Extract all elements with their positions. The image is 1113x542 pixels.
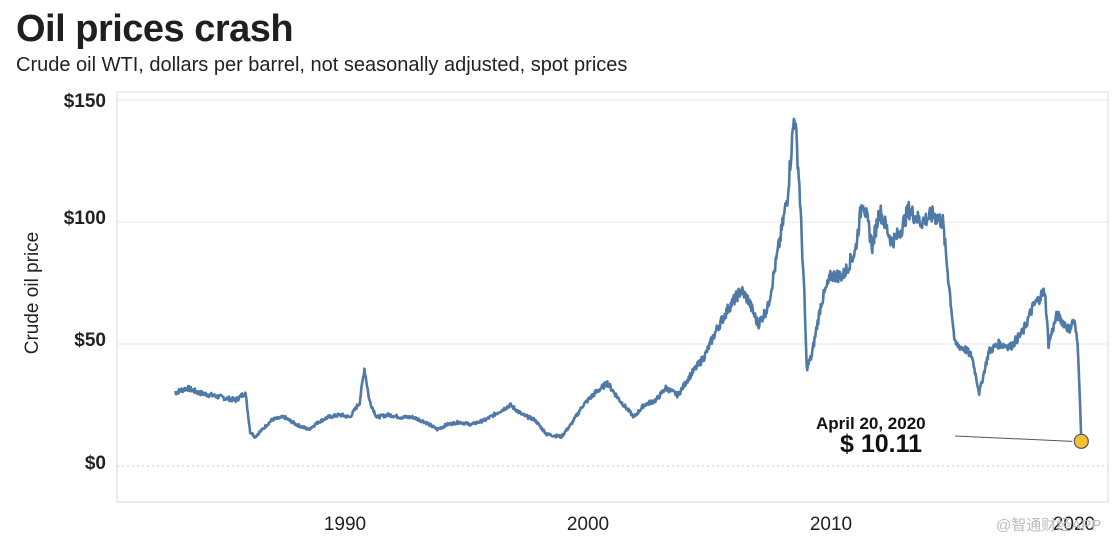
y-tick-0: $0 [84, 453, 106, 474]
x-tick-2020: 2020 [1052, 514, 1096, 535]
x-tick-2010: 2010 [809, 514, 853, 535]
y-tick-100: $100 [63, 208, 106, 229]
x-tick-1990: 1990 [323, 514, 367, 535]
price-line-series [173, 117, 1083, 442]
chart-title: Oil prices crash [16, 8, 294, 50]
annotation-leader-line [954, 435, 1073, 442]
grid-lines [117, 99, 1108, 467]
latest-price-marker[interactable] [1073, 433, 1089, 449]
annotation-date: April 20, 2020 [816, 414, 926, 433]
y-tick-50: $50 [74, 330, 106, 351]
x-tick-2000: 2000 [566, 514, 610, 535]
chart-subtitle: Crude oil WTI, dollars per barrel, not s… [16, 54, 628, 76]
annotation-price: $ 10.11 [840, 430, 923, 458]
plot-frame [116, 91, 1109, 503]
y-tick-150: $150 [63, 91, 106, 112]
watermark: @智通财经APP [996, 517, 1102, 534]
